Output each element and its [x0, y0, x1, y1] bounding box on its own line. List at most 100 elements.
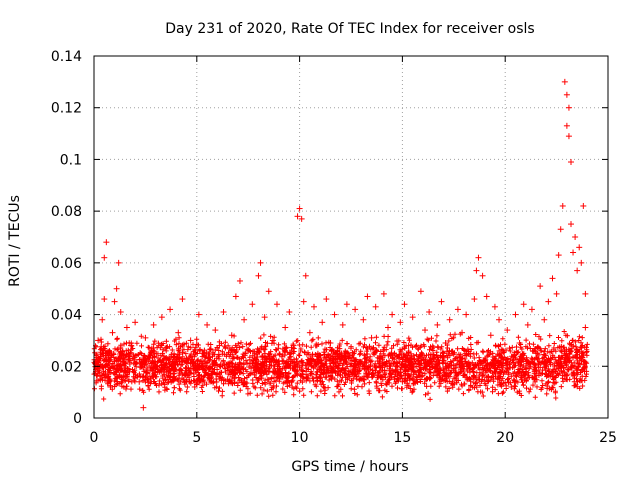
data-point	[473, 267, 480, 274]
data-point	[95, 337, 102, 344]
data-point	[565, 104, 572, 111]
data-point	[559, 202, 566, 209]
data-point	[101, 296, 108, 303]
axis-ticks	[93, 55, 609, 419]
data-point	[208, 368, 215, 375]
data-point	[409, 314, 416, 321]
data-point	[103, 239, 110, 246]
data-point	[113, 285, 120, 292]
y-axis-label: ROTI / TECUs	[7, 195, 23, 287]
data-point	[121, 368, 128, 375]
data-point	[142, 334, 149, 341]
data-point	[119, 358, 126, 365]
data-point	[348, 345, 354, 352]
data-point	[459, 329, 466, 336]
data-point	[463, 311, 470, 318]
data-point	[578, 259, 585, 266]
data-point	[179, 296, 186, 303]
data-point	[541, 316, 548, 323]
data-point	[545, 298, 552, 305]
data-point	[331, 311, 338, 318]
data-point	[99, 316, 106, 323]
data-point	[300, 298, 307, 305]
plot-frame	[93, 55, 609, 419]
data-point	[496, 316, 503, 323]
data-point	[323, 296, 330, 303]
y-tick-label: 0.02	[51, 359, 82, 375]
data-point	[140, 404, 147, 411]
data-point	[567, 159, 574, 166]
data-point	[356, 376, 363, 383]
data-point	[368, 334, 375, 341]
data-point	[467, 350, 474, 357]
data-point	[146, 352, 153, 359]
data-point	[352, 306, 359, 313]
data-point	[255, 272, 262, 279]
data-point	[101, 254, 108, 261]
data-point	[249, 301, 256, 308]
data-point	[572, 234, 579, 240]
data-point	[273, 301, 280, 308]
data-point	[111, 298, 118, 305]
data-point	[327, 340, 334, 347]
data-point	[310, 303, 317, 310]
data-point	[504, 327, 511, 334]
data-point	[296, 205, 303, 212]
data-point	[257, 259, 264, 266]
data-point	[563, 122, 570, 129]
data-point	[533, 350, 540, 357]
data-point	[557, 226, 564, 233]
data-point	[171, 373, 178, 380]
data-point	[479, 272, 486, 279]
data-point	[567, 221, 574, 228]
data-point	[315, 358, 322, 365]
data-point	[117, 308, 124, 315]
y-tick-label: 0.12	[51, 101, 82, 117]
y-tick-label: 0.1	[60, 152, 82, 168]
data-point	[454, 306, 461, 313]
data-point	[175, 329, 182, 336]
data-point	[574, 267, 581, 274]
y-tick-label: 0	[73, 411, 82, 427]
data-point	[512, 311, 519, 318]
data-point	[187, 337, 194, 344]
data-points	[91, 78, 590, 411]
data-point	[253, 360, 260, 367]
data-point	[339, 321, 346, 328]
data-point	[397, 319, 404, 326]
data-point	[405, 342, 412, 349]
y-tick-label: 0.08	[51, 204, 82, 220]
data-point	[580, 202, 587, 209]
data-point	[290, 342, 297, 349]
data-point	[520, 301, 527, 308]
data-point	[446, 316, 453, 323]
data-point	[123, 324, 130, 331]
data-point	[516, 340, 523, 347]
data-point	[306, 329, 313, 336]
x-tick-label: 20	[496, 430, 514, 446]
x-axis-label: GPS time / hours	[291, 459, 408, 475]
data-point	[576, 244, 583, 251]
data-point	[282, 324, 289, 331]
data-point	[487, 332, 494, 339]
data-point	[97, 376, 104, 383]
data-point	[413, 373, 420, 380]
data-point	[553, 290, 560, 297]
data-point	[265, 288, 272, 295]
data-point	[105, 350, 112, 357]
data-point	[438, 298, 445, 305]
x-tick-label: 5	[192, 430, 201, 446]
data-point	[565, 133, 572, 140]
data-point	[158, 314, 165, 321]
data-point	[261, 314, 268, 321]
data-point	[278, 371, 285, 378]
data-point	[417, 288, 424, 295]
data-point	[150, 321, 157, 328]
data-point	[294, 213, 301, 220]
data-point	[508, 383, 515, 390]
data-point	[582, 290, 589, 297]
data-point	[136, 378, 143, 385]
data-point	[107, 383, 114, 390]
data-point	[232, 293, 239, 300]
